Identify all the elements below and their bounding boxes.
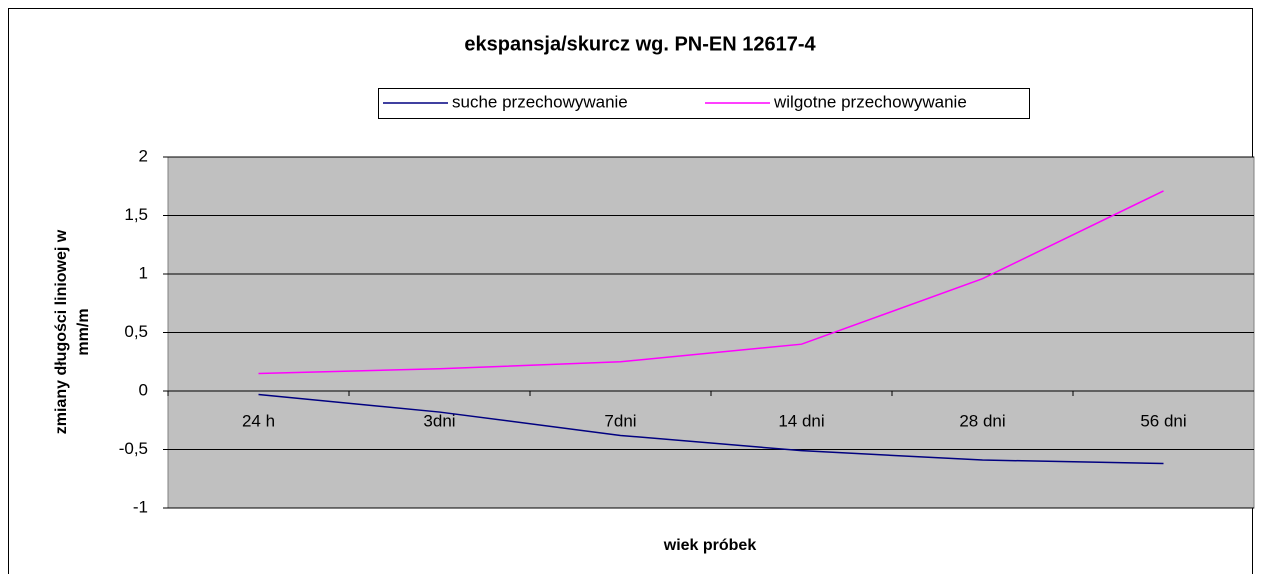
- x-tick-label: 28 dni: [959, 411, 1005, 430]
- y-tick-label: -1: [133, 497, 148, 516]
- y-tick-label: 0: [139, 380, 148, 399]
- y-tick-label: 2: [139, 146, 148, 165]
- x-tick-label: 24 h: [242, 411, 275, 430]
- x-axis-label: wiek próbek: [663, 537, 757, 554]
- legend-box: [378, 88, 1030, 119]
- x-tick-label: 7dni: [604, 411, 636, 430]
- x-tick-label: 3dni: [423, 411, 455, 430]
- x-tick-label: 14 dni: [778, 411, 824, 430]
- legend-label: wilgotne przechowywanie: [773, 92, 967, 111]
- y-tick-label: 0,5: [124, 322, 148, 341]
- y-tick-label: 1: [139, 263, 148, 282]
- series-line: [258, 190, 1164, 375]
- y-tick-label: 1,5: [124, 205, 148, 224]
- legend-label: suche przechowywanie: [452, 92, 628, 111]
- chart-title: ekspansja/skurcz wg. PN-EN 12617-4: [464, 33, 816, 55]
- x-tick-label: 56 dni: [1140, 411, 1186, 430]
- y-tick-label: -0,5: [119, 439, 148, 458]
- series-line: [258, 393, 1164, 465]
- y-axis-label: zmiany długości liniowej w mm/m: [53, 229, 92, 434]
